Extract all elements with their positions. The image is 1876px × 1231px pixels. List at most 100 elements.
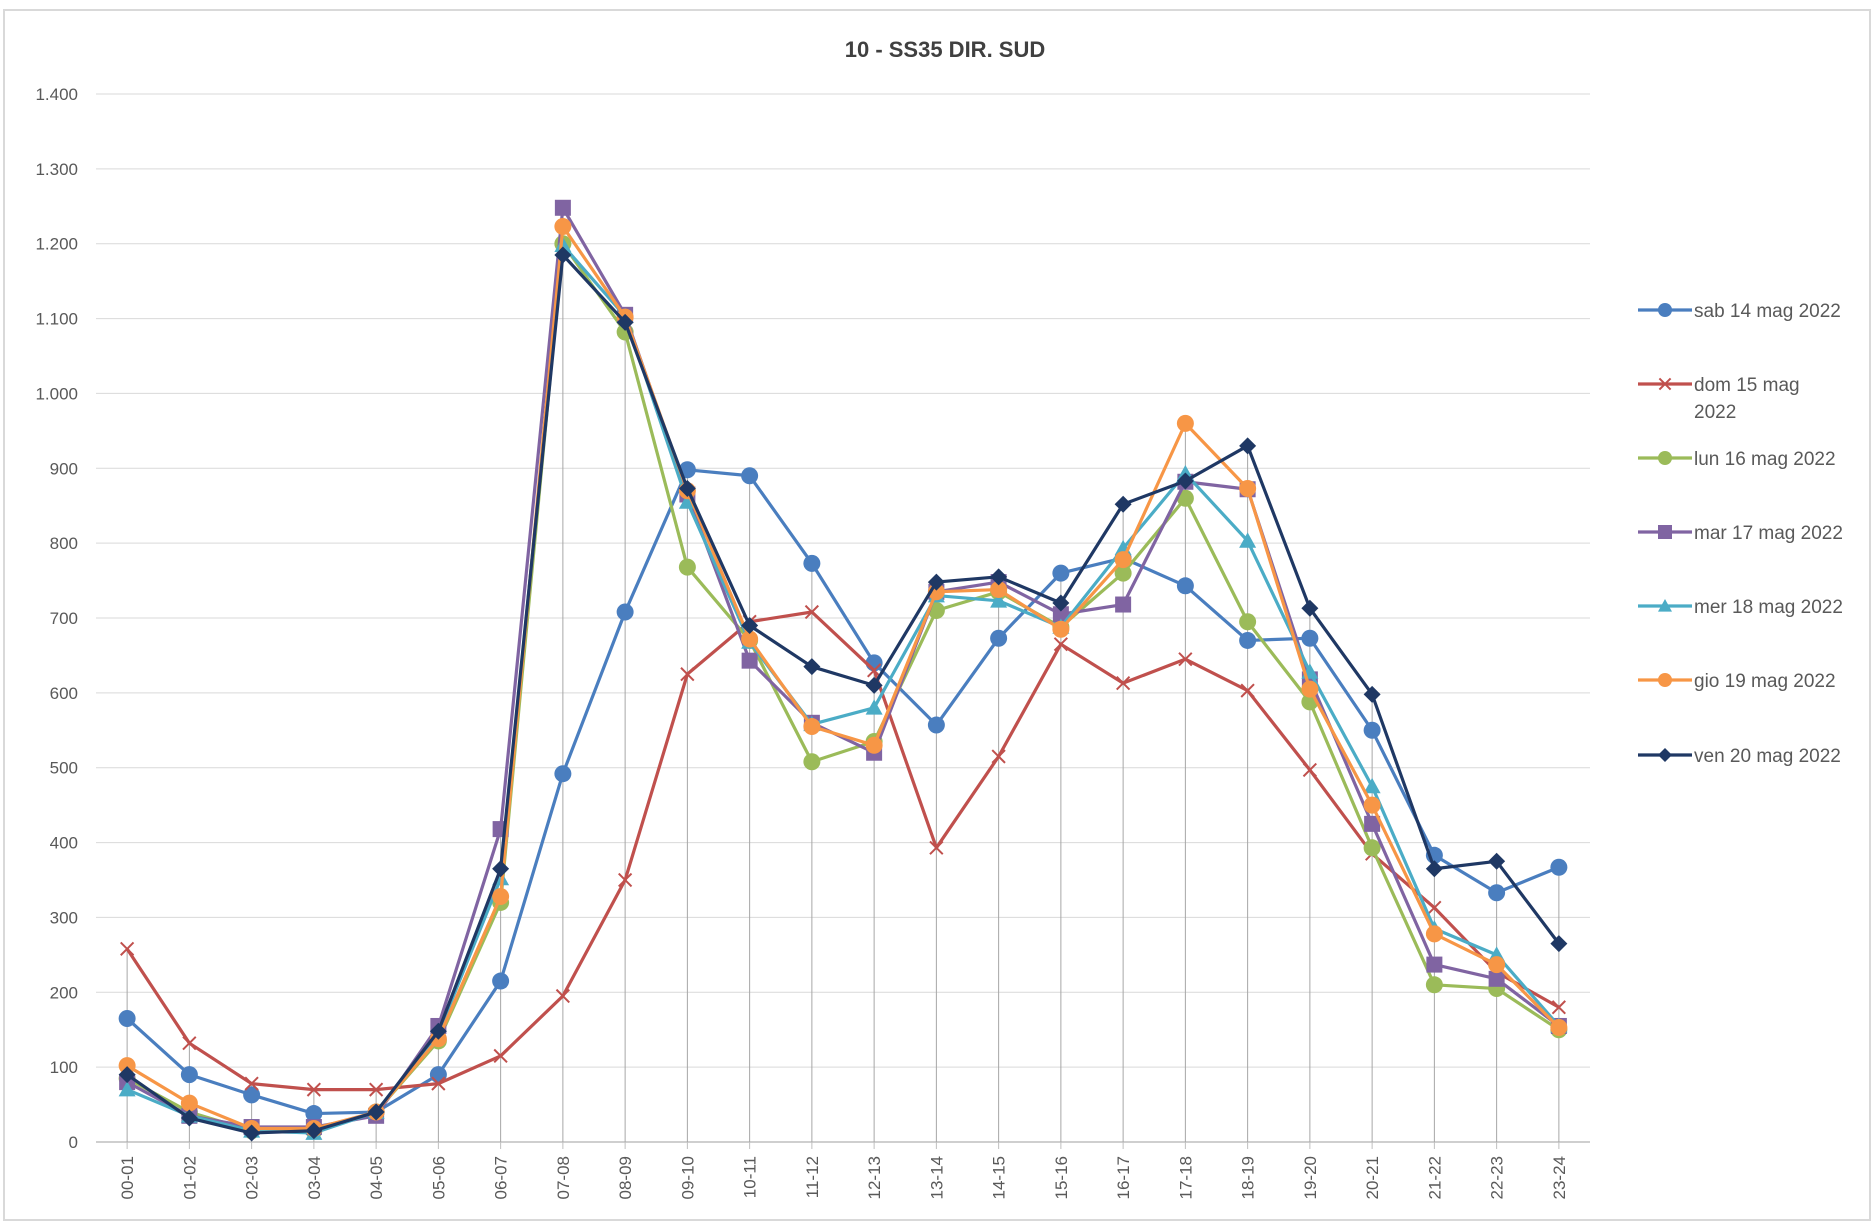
legend-item: gio 19 mag 2022: [1638, 671, 1836, 692]
legend-item: mar 17 mag 2022: [1638, 523, 1843, 544]
y-tick-label: 1.100: [35, 310, 78, 329]
x-tick-label: 01-02: [180, 1156, 199, 1199]
legend-marker: [1658, 525, 1672, 539]
data-point: [554, 246, 572, 264]
data-point: [1052, 606, 1069, 623]
data-point: [1551, 1000, 1566, 1015]
y-tick-label: 400: [50, 834, 78, 853]
series-line: [126, 253, 1561, 1135]
x-tick-label: 03-04: [305, 1156, 324, 1199]
data-point: [118, 1081, 136, 1097]
x-tick-label: 00-01: [118, 1156, 137, 1199]
data-point: [1425, 976, 1443, 994]
x-tick-label: 10-11: [741, 1156, 760, 1198]
data-point: [554, 217, 572, 235]
data-point: [1488, 956, 1506, 974]
data-point: [990, 568, 1008, 586]
data-point: [741, 616, 759, 634]
marker-stroke: [431, 1076, 446, 1091]
data-point: [678, 479, 696, 497]
data-point: [1363, 685, 1381, 703]
data-point: [1116, 676, 1131, 691]
series-layer: [118, 199, 1568, 1142]
legend: sab 14 mag 2022 dom 15 mag 2022 lun 16 mag …: [1638, 301, 1843, 767]
legend-marker: [1658, 303, 1672, 317]
x-tick-label: 16-17: [1114, 1156, 1133, 1199]
data-point: [1176, 577, 1194, 595]
data-point: [305, 1122, 323, 1140]
data-point: [803, 554, 821, 572]
data-point: [1176, 489, 1194, 507]
x-tick-label: 20-21: [1363, 1156, 1382, 1199]
data-point: [554, 199, 571, 216]
legend-item: lun 16 mag 2022: [1638, 449, 1836, 470]
x-tick-label: 02-03: [243, 1156, 262, 1199]
data-point: [1052, 594, 1070, 612]
marker-stroke: [991, 749, 1006, 764]
data-point: [927, 716, 945, 734]
data-point: [1363, 796, 1381, 814]
data-point: [990, 629, 1008, 647]
y-tick-label: 0: [69, 1133, 78, 1152]
y-tick-label: 300: [50, 908, 78, 927]
data-point: [118, 1057, 136, 1075]
marker-stroke: [244, 1076, 259, 1091]
data-point: [1239, 631, 1257, 649]
data-point: [1239, 532, 1257, 548]
data-point: [1178, 652, 1193, 667]
data-point: [180, 1066, 198, 1084]
legend-label: dom 15 mag 2022: [1694, 375, 1800, 423]
data-point: [118, 1066, 136, 1084]
data-point: [991, 749, 1006, 764]
data-point: [182, 1036, 197, 1051]
legend-marker: [1658, 748, 1672, 762]
marker-stroke: [804, 604, 819, 620]
data-point: [1052, 620, 1070, 638]
series-line: [126, 468, 1560, 1116]
data-point: [990, 581, 1008, 599]
legend-label-line: sab 14 mag 2022: [1694, 301, 1841, 322]
data-point: [1488, 884, 1506, 902]
data-point: [1363, 721, 1381, 739]
data-point: [1053, 637, 1068, 652]
marker-stroke: [1551, 1000, 1566, 1015]
y-tick-label: 100: [50, 1058, 78, 1077]
data-point: [865, 699, 883, 715]
data-point: [554, 236, 572, 253]
data-point: [1550, 1018, 1568, 1036]
data-point: [493, 1048, 508, 1064]
x-tick-label: 11-12: [803, 1156, 822, 1198]
legend-label-line: ven 20 mag 2022: [1694, 746, 1841, 767]
legend-label-line: mer 18 mag 2022: [1694, 597, 1843, 618]
data-point: [1052, 564, 1070, 582]
data-point: [431, 1076, 446, 1091]
legend-item: ven 20 mag 2022: [1638, 746, 1841, 767]
data-point: [1425, 860, 1443, 878]
marker-stroke: [120, 941, 135, 956]
legend-label: sab 14 mag 2022: [1694, 301, 1841, 322]
legend-label: mer 18 mag 2022: [1694, 597, 1843, 618]
data-point: [180, 1109, 198, 1127]
data-point: [618, 872, 633, 888]
chart-title: 10 - SS35 DIR. SUD: [845, 37, 1046, 62]
data-point: [1488, 970, 1505, 987]
marker-stroke: [867, 663, 882, 678]
y-tick-label: 200: [50, 983, 78, 1002]
x-tick-label: 12-13: [865, 1156, 884, 1199]
data-point: [927, 573, 945, 591]
data-point: [1176, 472, 1194, 490]
data-point: [118, 1009, 136, 1027]
data-point: [492, 972, 510, 990]
data-point: [1114, 564, 1132, 582]
marker-stroke: [369, 1082, 384, 1097]
y-tick-label: 1.000: [35, 384, 78, 403]
data-point: [492, 860, 510, 878]
x-tick-label: 13-14: [927, 1156, 946, 1199]
x-tick-label: 17-18: [1176, 1156, 1195, 1199]
data-point: [1240, 683, 1255, 698]
data-point: [1301, 680, 1319, 698]
legend-label-line: 2022: [1694, 402, 1736, 423]
x-tick-label: 09-10: [678, 1156, 697, 1199]
x-tick-label: 07-08: [554, 1156, 573, 1199]
